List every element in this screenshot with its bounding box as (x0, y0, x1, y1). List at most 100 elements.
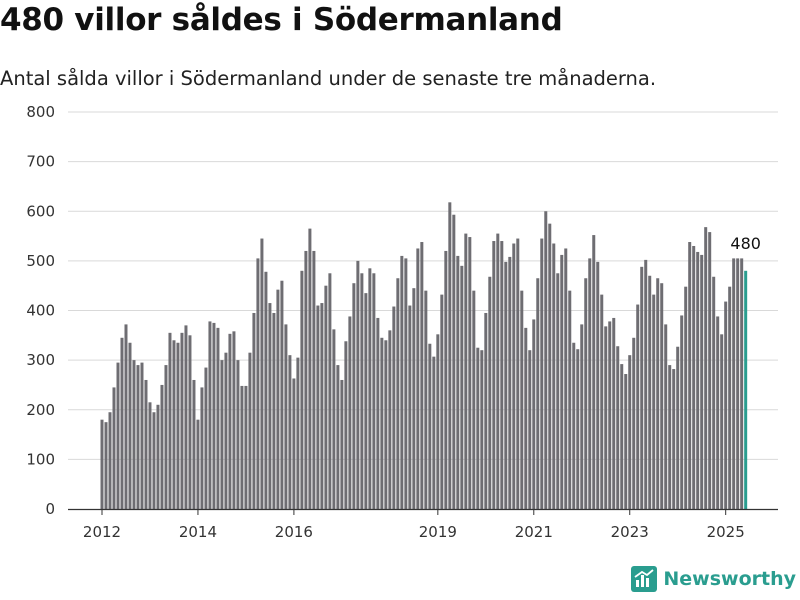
bar (164, 365, 168, 509)
newsworthy-logo-icon (631, 566, 658, 592)
bar (288, 355, 292, 509)
bar (596, 261, 600, 509)
bar (644, 259, 648, 509)
bar (188, 335, 192, 509)
bar (628, 355, 632, 509)
bar (488, 276, 492, 509)
bar (724, 301, 728, 509)
bar (100, 419, 104, 509)
bar (704, 227, 708, 509)
bar (436, 334, 440, 509)
bar (396, 278, 400, 509)
bar (700, 254, 704, 509)
bars (100, 202, 748, 510)
x-tick-label: 2016 (275, 523, 313, 541)
bar (632, 337, 636, 509)
bar (236, 360, 240, 509)
bar (520, 290, 524, 509)
bar (592, 235, 596, 509)
bar (512, 243, 516, 509)
bar (408, 305, 412, 509)
bar (168, 332, 172, 509)
bar (420, 242, 424, 509)
bar (128, 342, 132, 509)
bar (424, 290, 428, 509)
bar (576, 349, 580, 509)
bar (580, 324, 584, 509)
bar (156, 404, 160, 509)
bar (252, 312, 256, 509)
bar (216, 327, 220, 509)
bar (384, 340, 388, 509)
bar (584, 278, 588, 509)
bar (572, 342, 576, 509)
bar-highlight (744, 270, 748, 509)
bar (456, 255, 460, 509)
bar (276, 289, 280, 509)
bar (192, 379, 196, 509)
bar (120, 337, 124, 509)
bar (440, 294, 444, 509)
bar (328, 273, 332, 509)
bar (184, 325, 188, 509)
brand-name: Newsworthy (663, 568, 796, 590)
bar (716, 316, 720, 509)
bar (148, 402, 152, 509)
chart-title: 480 villor såldes i Södermanland (0, 2, 563, 38)
bar (624, 374, 628, 509)
x-tick-label: 2025 (707, 523, 745, 541)
bar (208, 321, 212, 509)
bar (240, 385, 244, 509)
bar (348, 316, 352, 509)
bar (140, 362, 144, 509)
bar (680, 315, 684, 509)
bar (280, 280, 284, 509)
y-tick-label: 0 (45, 500, 55, 518)
bar (368, 268, 372, 509)
bar (692, 245, 696, 510)
bar (464, 233, 468, 510)
bar (728, 286, 732, 509)
y-tick-label: 100 (26, 450, 55, 468)
bar (284, 324, 288, 509)
bar (544, 211, 548, 509)
x-tick-label: 2012 (83, 523, 121, 541)
bar (244, 385, 248, 509)
bar (656, 278, 660, 509)
bar (720, 334, 724, 509)
bar (444, 250, 448, 509)
bar (532, 319, 536, 509)
bar (392, 306, 396, 509)
bar (292, 378, 296, 509)
bar (108, 412, 112, 509)
bar (508, 256, 512, 509)
bar (620, 364, 624, 509)
bar (604, 326, 608, 509)
bar (500, 241, 504, 509)
bar (432, 356, 436, 509)
bar (260, 238, 264, 509)
bar (332, 329, 336, 509)
y-tick-label: 500 (26, 252, 55, 270)
bar (664, 324, 668, 509)
bar (380, 337, 384, 509)
bar (404, 258, 408, 509)
bar (196, 419, 200, 509)
bar (400, 255, 404, 509)
bar (540, 238, 544, 509)
bar (640, 266, 644, 509)
bar (516, 238, 520, 509)
bar (588, 258, 592, 509)
bar (364, 293, 368, 509)
bar (232, 331, 236, 509)
bar (136, 365, 140, 509)
bar (116, 362, 120, 509)
bar (324, 285, 328, 509)
x-tick-label: 2021 (515, 523, 553, 541)
bar (360, 273, 364, 509)
bar (264, 271, 268, 509)
bar (548, 223, 552, 509)
bar (560, 254, 564, 509)
bar (608, 321, 612, 509)
bar (684, 286, 688, 509)
